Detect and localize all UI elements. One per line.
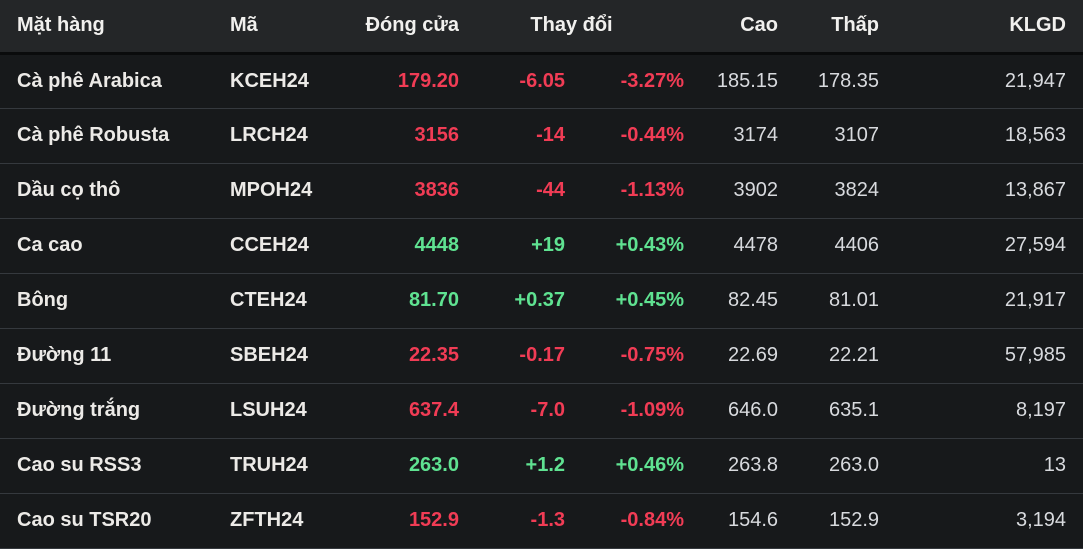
table-row[interactable]: Cà phê Robusta LRCH24 3156 -14 -0.44% 31… [0,107,1083,163]
close-price: 152.9 [342,492,459,549]
low-price: 4406 [778,217,880,273]
commodity-name: Đường trắng [0,382,230,438]
table-row[interactable]: Bông CTEH24 81.70 +0.37 +0.45% 82.45 81.… [0,272,1083,328]
high-price: 3174 [684,107,779,163]
commodity-code: TRUH24 [230,437,342,493]
low-price: 178.35 [778,53,880,108]
close-price: 637.4 [342,382,459,438]
close-price: 263.0 [342,437,459,493]
col-header-low[interactable]: Thấp [778,0,880,55]
table-row[interactable]: Đường trắng LSUH24 637.4 -7.0 -1.09% 646… [0,382,1083,438]
low-price: 81.01 [778,272,880,328]
high-price: 185.15 [684,53,779,108]
change-value: -44 [459,162,565,218]
commodity-name: Bông [0,272,230,328]
commodity-code: ZFTH24 [230,492,342,549]
change-value: -7.0 [459,382,565,438]
change-percent: -0.75% [565,327,685,383]
high-price: 3902 [684,162,779,218]
close-price: 4448 [342,217,459,273]
high-price: 4478 [684,217,779,273]
volume: 27,594 [879,217,1083,273]
commodity-code: LRCH24 [230,107,342,163]
commodity-name: Cao su RSS3 [0,437,230,493]
commodity-code: SBEH24 [230,327,342,383]
change-percent: -1.09% [565,382,685,438]
table-row[interactable]: Cà phê Arabica KCEH24 179.20 -6.05 -3.27… [0,53,1083,108]
change-value: +19 [459,217,565,273]
change-percent: -3.27% [565,53,685,108]
table-body: Cà phê Arabica KCEH24 179.20 -6.05 -3.27… [0,53,1083,549]
commodity-code: MPOH24 [230,162,342,218]
high-price: 263.8 [684,437,779,493]
col-header-item[interactable]: Mặt hàng [0,0,230,55]
change-value: -1.3 [459,492,565,549]
low-price: 635.1 [778,382,880,438]
change-value: -0.17 [459,327,565,383]
change-value: +1.2 [459,437,565,493]
low-price: 22.21 [778,327,880,383]
low-price: 3107 [778,107,880,163]
low-price: 3824 [778,162,880,218]
close-price: 179.20 [342,53,459,108]
change-percent: -0.44% [565,107,685,163]
low-price: 263.0 [778,437,880,493]
table-row[interactable]: Ca cao CCEH24 4448 +19 +0.43% 4478 4406 … [0,217,1083,273]
low-price: 152.9 [778,492,880,549]
high-price: 646.0 [684,382,779,438]
table-row[interactable]: Cao su TSR20 ZFTH24 152.9 -1.3 -0.84% 15… [0,492,1083,549]
change-percent: +0.45% [565,272,685,328]
volume: 21,947 [879,53,1083,108]
close-price: 3156 [342,107,459,163]
commodity-code: KCEH24 [230,53,342,108]
col-header-high[interactable]: Cao [684,0,779,55]
col-header-volume[interactable]: KLGD [879,0,1083,55]
high-price: 82.45 [684,272,779,328]
close-price: 3836 [342,162,459,218]
volume: 18,563 [879,107,1083,163]
change-percent: -0.84% [565,492,685,549]
table-row[interactable]: Dầu cọ thô MPOH24 3836 -44 -1.13% 3902 3… [0,162,1083,218]
volume: 21,917 [879,272,1083,328]
commodity-code: LSUH24 [230,382,342,438]
commodity-name: Cà phê Robusta [0,107,230,163]
change-value: -14 [459,107,565,163]
col-header-close[interactable]: Đóng cửa [342,0,459,55]
table-row[interactable]: Đường 11 SBEH24 22.35 -0.17 -0.75% 22.69… [0,327,1083,383]
volume: 8,197 [879,382,1083,438]
change-percent: -1.13% [565,162,685,218]
header-row: Mặt hàng Mã Đóng cửa Thay đổi Cao Thấp K… [0,0,1083,55]
commodity-name: Ca cao [0,217,230,273]
commodity-code: CCEH24 [230,217,342,273]
volume: 3,194 [879,492,1083,549]
change-value: -6.05 [459,53,565,108]
commodity-code: CTEH24 [230,272,342,328]
high-price: 22.69 [684,327,779,383]
close-price: 22.35 [342,327,459,383]
change-value: +0.37 [459,272,565,328]
change-percent: +0.46% [565,437,685,493]
col-header-change[interactable]: Thay đổi [459,0,685,55]
volume: 13,867 [879,162,1083,218]
high-price: 154.6 [684,492,779,549]
close-price: 81.70 [342,272,459,328]
commodity-name: Cà phê Arabica [0,53,230,108]
commodity-name: Đường 11 [0,327,230,383]
table-row[interactable]: Cao su RSS3 TRUH24 263.0 +1.2 +0.46% 263… [0,437,1083,493]
col-header-code[interactable]: Mã [230,0,342,55]
volume: 13 [879,437,1083,493]
change-percent: +0.43% [565,217,685,273]
commodity-name: Dầu cọ thô [0,162,230,218]
table-header: Mặt hàng Mã Đóng cửa Thay đổi Cao Thấp K… [0,0,1083,55]
volume: 57,985 [879,327,1083,383]
commodity-name: Cao su TSR20 [0,492,230,549]
